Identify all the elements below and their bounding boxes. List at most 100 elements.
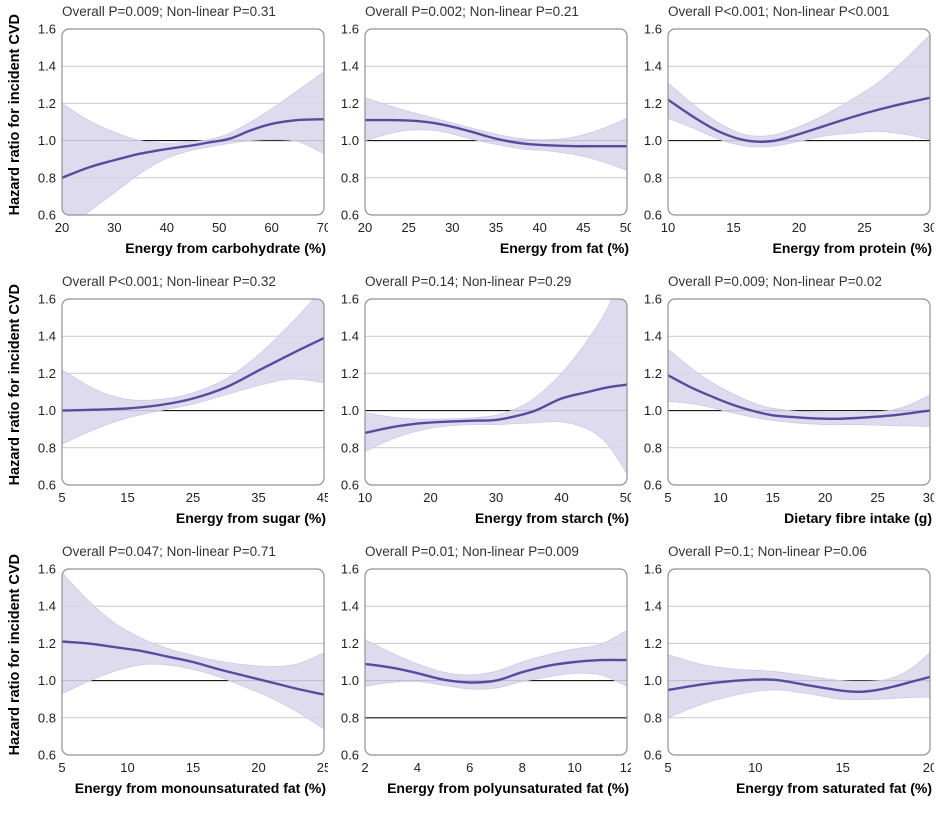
svg-text:1.0: 1.0: [644, 403, 662, 418]
svg-text:25: 25: [401, 220, 415, 235]
spline-plot-monounsaturated-fat: 0.6 0.8 1.0 1.2 1.4 1.6 5 10 15 20 25: [38, 563, 328, 775]
svg-text:0.8: 0.8: [38, 710, 56, 725]
svg-text:45: 45: [317, 490, 328, 505]
spline-plot-starch: 0.6 0.8 1.0 1.2 1.4 1.6 10 20 30 40 50: [341, 293, 631, 505]
x-axis-label: Energy from polyunsaturated fat (%): [387, 780, 629, 796]
svg-text:20: 20: [251, 760, 265, 775]
svg-text:1.6: 1.6: [644, 293, 662, 307]
svg-text:1.2: 1.2: [644, 636, 662, 651]
svg-text:10: 10: [567, 760, 581, 775]
svg-text:1.0: 1.0: [38, 133, 56, 148]
svg-text:1.4: 1.4: [644, 599, 662, 614]
svg-text:5: 5: [58, 490, 65, 505]
svg-text:1.2: 1.2: [341, 96, 359, 111]
svg-text:25: 25: [317, 760, 328, 775]
panel-polyunsaturated-fat: Overall P=0.01; Non-linear P=0.009 0.6 0.…: [331, 543, 634, 796]
svg-text:1.4: 1.4: [644, 329, 662, 344]
svg-text:1.0: 1.0: [341, 133, 359, 148]
svg-text:5: 5: [664, 490, 671, 505]
y-axis-label-wrap: Hazard ratio for incident CVD: [2, 3, 28, 256]
figure-row-1: Hazard ratio for incident CVD Overall P=…: [2, 3, 936, 256]
svg-text:1.0: 1.0: [38, 403, 56, 418]
svg-text:1.2: 1.2: [341, 636, 359, 651]
spline-plot-carbohydrate: 0.6 0.8 1.0 1.2 1.4 1.6 20 30 40 50 60 70: [38, 23, 328, 235]
svg-text:10: 10: [748, 760, 762, 775]
svg-text:1.0: 1.0: [644, 673, 662, 688]
spline-plot-saturated-fat: 0.6 0.8 1.0 1.2 1.4 1.6 5 10 15 20: [644, 563, 934, 775]
svg-text:1.2: 1.2: [38, 96, 56, 111]
svg-text:15: 15: [835, 760, 849, 775]
y-axis-label: Hazard ratio for incident CVD: [7, 13, 23, 216]
svg-text:20: 20: [923, 760, 934, 775]
svg-text:0.6: 0.6: [644, 478, 662, 493]
svg-text:30: 30: [107, 220, 121, 235]
svg-text:1.0: 1.0: [38, 673, 56, 688]
y-axis-label: Hazard ratio for incident CVD: [7, 283, 23, 486]
svg-text:50: 50: [620, 490, 631, 505]
svg-text:0.8: 0.8: [644, 710, 662, 725]
y-axis-label: Hazard ratio for incident CVD: [7, 553, 23, 756]
svg-text:10: 10: [120, 760, 134, 775]
svg-text:0.6: 0.6: [38, 208, 56, 223]
svg-text:30: 30: [445, 220, 459, 235]
svg-text:40: 40: [160, 220, 174, 235]
svg-text:25: 25: [870, 490, 884, 505]
svg-text:60: 60: [264, 220, 278, 235]
svg-text:15: 15: [120, 490, 134, 505]
svg-text:0.6: 0.6: [644, 208, 662, 223]
svg-text:0.8: 0.8: [38, 440, 56, 455]
svg-text:1.4: 1.4: [341, 329, 359, 344]
panel-title: Overall P=0.14; Non-linear P=0.29: [365, 274, 572, 289]
svg-text:25: 25: [186, 490, 200, 505]
svg-text:0.6: 0.6: [341, 208, 359, 223]
svg-text:30: 30: [489, 490, 503, 505]
svg-text:0.8: 0.8: [644, 170, 662, 185]
svg-text:0.8: 0.8: [38, 170, 56, 185]
svg-text:1.6: 1.6: [38, 563, 56, 577]
svg-text:5: 5: [58, 760, 65, 775]
panel-title: Overall P=0.002; Non-linear P=0.21: [365, 4, 579, 19]
svg-text:12: 12: [620, 760, 631, 775]
y-axis-label-wrap: Hazard ratio for incident CVD: [2, 273, 28, 526]
svg-text:1.2: 1.2: [644, 96, 662, 111]
x-axis-label: Energy from sugar (%): [175, 510, 326, 526]
svg-text:1.4: 1.4: [341, 599, 359, 614]
panel-starch: Overall P=0.14; Non-linear P=0.29 0.6 0.8…: [331, 273, 634, 526]
svg-text:1.4: 1.4: [341, 59, 359, 74]
svg-text:10: 10: [713, 490, 727, 505]
svg-text:1.6: 1.6: [644, 23, 662, 37]
x-axis-label: Energy from saturated fat (%): [735, 780, 932, 796]
svg-text:1.4: 1.4: [38, 329, 56, 344]
x-axis-label: Dietary fibre intake (g): [784, 510, 932, 526]
svg-text:20: 20: [55, 220, 69, 235]
svg-text:0.8: 0.8: [341, 170, 359, 185]
svg-text:45: 45: [576, 220, 590, 235]
spline-plot-fibre: 0.6 0.8 1.0 1.2 1.4 1.6 5 10 15 20 25 30: [644, 293, 934, 505]
panel-title: Overall P=0.047; Non-linear P=0.71: [62, 544, 276, 559]
svg-text:1.6: 1.6: [341, 23, 359, 37]
svg-text:1.0: 1.0: [644, 133, 662, 148]
svg-text:1.6: 1.6: [38, 293, 56, 307]
svg-text:20: 20: [358, 220, 372, 235]
svg-text:30: 30: [923, 490, 934, 505]
x-axis-label: Energy from carbohydrate (%): [125, 240, 326, 256]
svg-text:15: 15: [766, 490, 780, 505]
svg-text:20: 20: [792, 220, 806, 235]
svg-text:50: 50: [212, 220, 226, 235]
svg-text:1.6: 1.6: [644, 563, 662, 577]
svg-text:0.6: 0.6: [38, 748, 56, 763]
x-axis-label: Energy from fat (%): [499, 240, 629, 256]
x-axis-label: Energy from monounsaturated fat (%): [74, 780, 326, 796]
svg-text:0.6: 0.6: [341, 748, 359, 763]
spline-plot-sugar: 0.6 0.8 1.0 1.2 1.4 1.6 5 15 25 35 45: [38, 293, 328, 505]
x-axis-label: Energy from protein (%): [772, 240, 932, 256]
svg-text:25: 25: [857, 220, 871, 235]
svg-text:1.6: 1.6: [341, 293, 359, 307]
svg-text:35: 35: [489, 220, 503, 235]
svg-text:35: 35: [251, 490, 265, 505]
spline-plot-protein: 0.6 0.8 1.0 1.2 1.4 1.6 10 15 20 25 30: [644, 23, 934, 235]
svg-text:0.6: 0.6: [38, 478, 56, 493]
svg-text:30: 30: [923, 220, 934, 235]
svg-text:1.4: 1.4: [38, 599, 56, 614]
svg-text:1.2: 1.2: [38, 636, 56, 651]
